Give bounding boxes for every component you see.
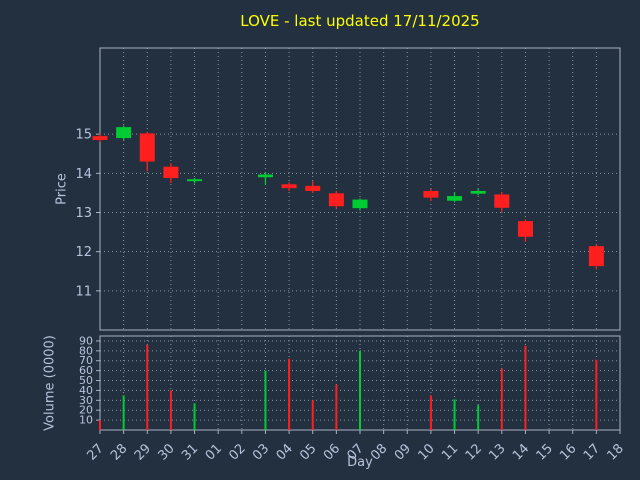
volume-tick-label: 40 bbox=[79, 384, 93, 397]
volume-tick-label: 10 bbox=[79, 414, 93, 427]
candle-06 bbox=[328, 190, 344, 430]
candle-12 bbox=[470, 189, 486, 430]
candle-body bbox=[187, 179, 203, 182]
candle-11 bbox=[447, 192, 463, 430]
volume-tick-label: 90 bbox=[79, 334, 93, 347]
panel-frame bbox=[99, 47, 621, 331]
volume-tick-label: 30 bbox=[79, 394, 93, 407]
volume-tick-label: 60 bbox=[79, 364, 93, 377]
candle-14 bbox=[517, 219, 533, 430]
volume-axis-label: Volume (0000) bbox=[42, 335, 58, 431]
chart-title: LOVE - last updated 17/11/2025 bbox=[240, 12, 480, 30]
candle-body bbox=[447, 196, 463, 201]
candle-body bbox=[352, 199, 368, 209]
candle-body bbox=[116, 127, 132, 139]
candle-body bbox=[163, 166, 179, 179]
candle-body bbox=[423, 190, 439, 198]
volume-tick-label: 20 bbox=[79, 404, 93, 417]
candle-04 bbox=[281, 182, 297, 430]
candle-body bbox=[257, 174, 273, 178]
candle-30 bbox=[163, 163, 179, 430]
candle-10 bbox=[423, 189, 439, 430]
candle-body bbox=[139, 133, 155, 162]
volume-tick-label: 50 bbox=[79, 374, 93, 387]
price-tick-label: 14 bbox=[75, 167, 92, 182]
candle-body bbox=[517, 221, 533, 237]
candle-31 bbox=[187, 178, 203, 430]
price-tick-label: 13 bbox=[75, 206, 92, 221]
candle-28 bbox=[116, 125, 132, 430]
candle-body bbox=[281, 184, 297, 189]
price-tick-label: 11 bbox=[75, 284, 92, 299]
candle-body bbox=[470, 190, 486, 194]
candle-17 bbox=[588, 244, 604, 430]
day-axis-label: Day bbox=[347, 455, 373, 470]
candle-13 bbox=[494, 192, 510, 430]
volume-tick-label: 70 bbox=[79, 354, 93, 367]
candle-05 bbox=[305, 181, 321, 430]
candle-body bbox=[588, 246, 604, 267]
candle-body bbox=[328, 193, 344, 207]
candle-29 bbox=[139, 131, 155, 430]
candle-27 bbox=[92, 133, 108, 430]
candle-07 bbox=[352, 198, 368, 430]
candle-body bbox=[92, 136, 108, 141]
price-axis-label: Price bbox=[54, 173, 70, 205]
volume-tick-label: 80 bbox=[79, 344, 93, 357]
candle-body bbox=[305, 185, 321, 191]
candle-03 bbox=[257, 172, 273, 430]
candle-body bbox=[494, 194, 510, 208]
price-tick-label: 15 bbox=[75, 128, 92, 143]
price-tick-label: 12 bbox=[75, 245, 92, 260]
